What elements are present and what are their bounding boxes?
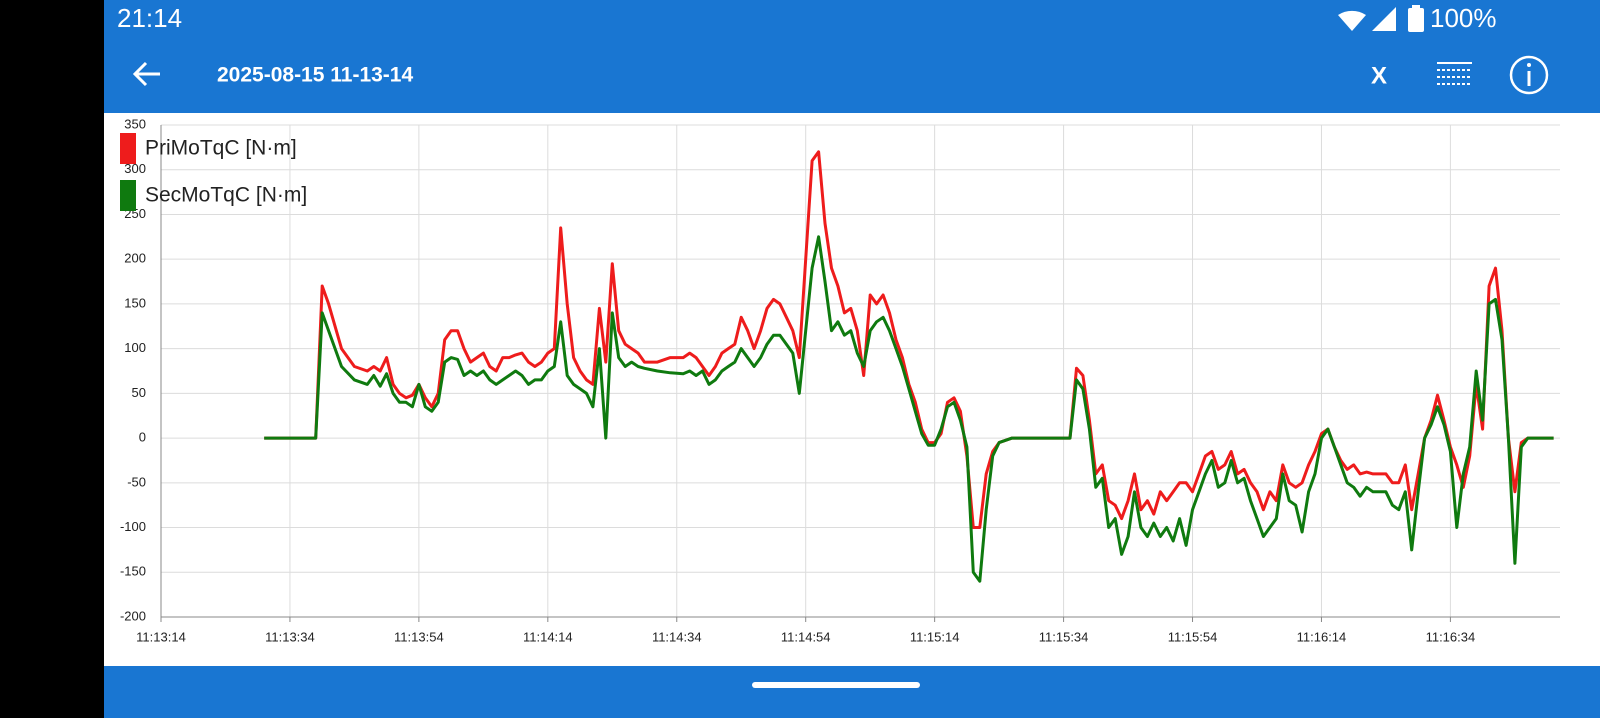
legend-label: SecMoTqC [N·m] <box>145 184 307 207</box>
chart-area <box>104 113 1600 666</box>
x-button[interactable]: X <box>1371 62 1387 89</box>
x-tick-label: 11:16:14 <box>1297 629 1347 644</box>
list-button[interactable] <box>1437 62 1472 85</box>
info-circle <box>1509 55 1549 95</box>
wifi-icon <box>1338 10 1366 31</box>
side-bar <box>0 0 104 718</box>
battery-level: 100% <box>1430 3 1497 33</box>
nav-bar <box>104 666 1600 718</box>
x-tick-label: 11:13:54 <box>394 629 444 644</box>
x-tick-label: 11:15:54 <box>1168 629 1218 644</box>
x-tick-label: 11:13:34 <box>265 629 315 644</box>
y-tick-label: -50 <box>127 474 146 489</box>
legend-label: PriMoTqC [N·m] <box>145 137 297 160</box>
info-dot <box>1527 63 1531 67</box>
y-tick-label: 150 <box>124 295 146 310</box>
y-tick-label: 200 <box>124 251 146 266</box>
battery-icon <box>1408 8 1424 32</box>
y-tick-label: -200 <box>120 608 146 623</box>
plot: -200-150-100-5005010015020025030035011:1… <box>120 116 1560 644</box>
x-tick-label: 11:14:54 <box>781 629 831 644</box>
x-tick-label: 11:14:34 <box>652 629 702 644</box>
status-time: 21:14 <box>117 3 182 33</box>
app-title: 2025-08-15 11-13-14 <box>217 64 413 87</box>
x-tick-label: 11:16:34 <box>1426 629 1476 644</box>
series-line <box>264 235 1554 583</box>
battery-tip <box>1412 5 1420 9</box>
x-tick-label: 11:15:34 <box>1039 629 1089 644</box>
y-tick-label: 50 <box>132 385 146 400</box>
home-indicator[interactable] <box>752 682 920 688</box>
y-tick-label: 350 <box>124 116 146 131</box>
y-tick-label: 300 <box>124 161 146 176</box>
x-tick-label: 11:15:14 <box>910 629 960 644</box>
y-tick-label: 0 <box>139 430 146 445</box>
info-button[interactable] <box>1509 55 1549 95</box>
legend-swatch <box>120 133 136 164</box>
y-tick-label: -100 <box>120 519 146 534</box>
x-tick-label: 11:13:14 <box>136 629 186 644</box>
status-icons <box>1338 5 1424 32</box>
app-bar <box>104 0 1600 113</box>
back-button[interactable] <box>132 61 160 87</box>
y-tick-label: 100 <box>124 340 146 355</box>
x-tick-label: 11:14:14 <box>523 629 573 644</box>
signal-icon <box>1372 7 1396 31</box>
y-tick-label: -150 <box>120 564 146 579</box>
legend-swatch <box>120 180 136 211</box>
